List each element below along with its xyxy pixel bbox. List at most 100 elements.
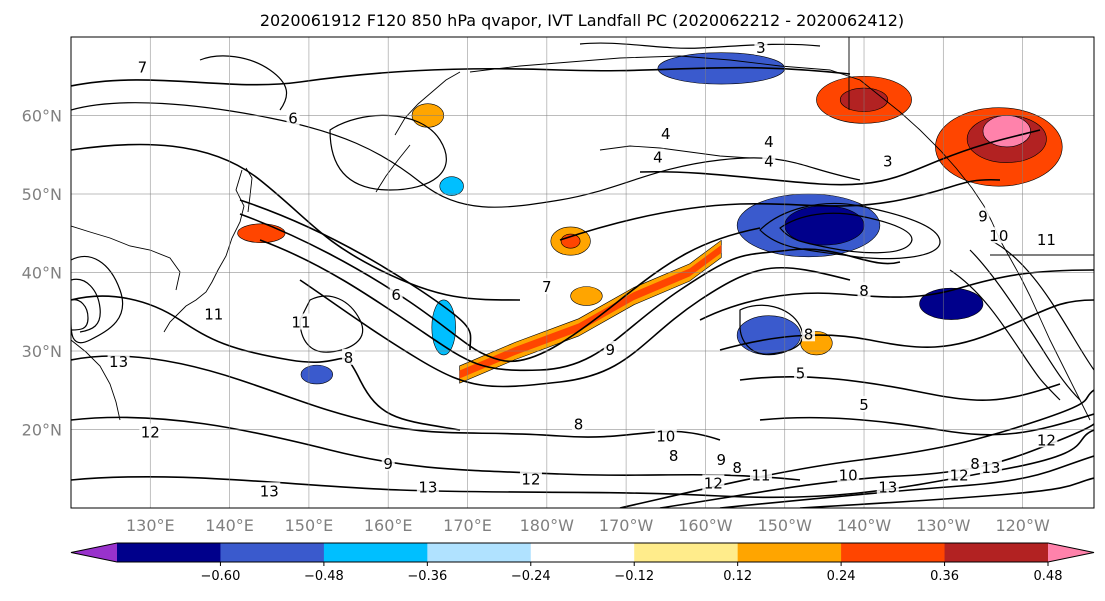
latitude-labels: 20°N 30°N 40°N 50°N 60°N (22, 107, 62, 440)
contour-label-bg (289, 313, 312, 330)
contour-label: 10 (839, 467, 858, 485)
contour-label-bg (837, 466, 860, 483)
longitude-tick-label: 180°W (520, 516, 575, 535)
latitude-tick-label: 30°N (22, 342, 62, 361)
contour-label-bg (540, 278, 554, 295)
coastlines (71, 37, 1094, 421)
contour-label: 13 (981, 459, 1000, 477)
contour-label-bg (135, 58, 149, 75)
contour-label: 3 (756, 39, 766, 57)
contour-line (71, 355, 721, 441)
contour-label: 8 (859, 282, 869, 300)
contour-label: 12 (704, 474, 723, 492)
contour-label-bg (857, 282, 871, 299)
contour-line (739, 304, 804, 355)
contour-line (639, 129, 1041, 186)
lat-lon-grid (71, 37, 1094, 508)
longitude-tick-label: 120°W (995, 516, 1050, 535)
contour-label: 4 (661, 125, 671, 143)
colorbar-swatch (944, 543, 1049, 562)
colorbar-tick-label: −0.36 (407, 569, 447, 584)
contour-line (71, 429, 1094, 499)
contour-label: 11 (751, 467, 770, 485)
contour-label-bg (762, 132, 776, 149)
contour-label: 9 (383, 455, 393, 473)
contour-label-bg (714, 450, 728, 467)
contour-label-bg (794, 364, 808, 381)
contour-label: 9 (717, 451, 727, 469)
coastline (469, 55, 993, 223)
contour-line (989, 239, 1094, 371)
shaded-anomaly (570, 286, 603, 306)
contour-label-bg (107, 352, 130, 369)
contour-label-bg (139, 423, 162, 440)
colorbar-swatch (323, 543, 428, 562)
longitude-tick-label: 150°E (285, 516, 334, 535)
contour-label-bg (1035, 431, 1058, 448)
contour-line (71, 66, 851, 87)
coastline (71, 225, 181, 291)
contour-label-bg (802, 325, 816, 342)
colorbar-tick-label: −0.24 (511, 569, 551, 584)
coastline (599, 145, 751, 159)
shaded-anomaly (237, 223, 286, 243)
coastline (163, 169, 245, 333)
contour-label-bg (857, 395, 871, 412)
colorbar-swatch (427, 543, 532, 562)
contour-label: 12 (1037, 431, 1056, 449)
contour-label: 9 (978, 208, 988, 226)
contour-label: 8 (344, 349, 354, 367)
shaded-moisture-band-core (459, 244, 722, 379)
contour-label: 4 (764, 153, 774, 171)
contour-label-bg (519, 470, 542, 487)
contour-line (779, 212, 913, 254)
contour-label: 11 (204, 306, 223, 324)
longitude-tick-label: 150°W (758, 516, 813, 535)
contour-label-bg (651, 148, 665, 165)
contour-line (719, 299, 1094, 351)
longitude-tick-label: 130°W (916, 516, 971, 535)
colorbar-tick-label: −0.12 (614, 569, 654, 584)
contour-label: 9 (605, 341, 615, 359)
contour-label: 12 (521, 471, 540, 489)
contour-label: 7 (138, 58, 148, 76)
longitude-tick-label: 140°E (205, 516, 254, 535)
contour-label-bg (1035, 231, 1058, 248)
coastline (245, 167, 253, 213)
contour-label: 13 (260, 482, 279, 500)
contour-label-bg (659, 125, 673, 142)
contour-label: 11 (291, 314, 310, 332)
contour-label: 7 (542, 278, 552, 296)
latitude-tick-label: 60°N (22, 107, 62, 126)
contour-label: 8 (804, 325, 814, 343)
coastline (71, 339, 121, 421)
contour-label-bg (948, 466, 971, 483)
contour-label-bg (702, 474, 725, 491)
colorbar-swatch (530, 543, 635, 562)
contour-line (759, 413, 1094, 436)
contour-line (71, 278, 101, 333)
contour-label: 12 (141, 423, 160, 441)
longitude-tick-label: 160°W (678, 516, 733, 535)
contour-line (239, 199, 472, 351)
contour-line (71, 295, 461, 431)
contour-line (699, 269, 1094, 321)
colorbar-swatch (117, 543, 221, 562)
colorbar-labels: −0.60 −0.48 −0.36 −0.24 −0.12 0.12 0.24 0.36 0.4… (201, 562, 1062, 584)
contour-line (71, 102, 861, 208)
shaded-anomaly (784, 205, 865, 246)
shaded-anomaly (300, 364, 333, 385)
contour-label-bg (389, 286, 403, 303)
contour-line (299, 267, 851, 388)
contour-label-bg (286, 109, 300, 126)
contour-label-bg (876, 478, 899, 495)
colorbar-outline (70, 542, 1095, 563)
latitude-tick-label: 50°N (22, 185, 62, 204)
contour-label-bg (416, 478, 439, 495)
colorbar-extend-high (1048, 543, 1094, 562)
contour-label: 8 (970, 455, 980, 473)
colorbar-swatch (737, 543, 842, 562)
contour-label-bg (749, 466, 772, 483)
